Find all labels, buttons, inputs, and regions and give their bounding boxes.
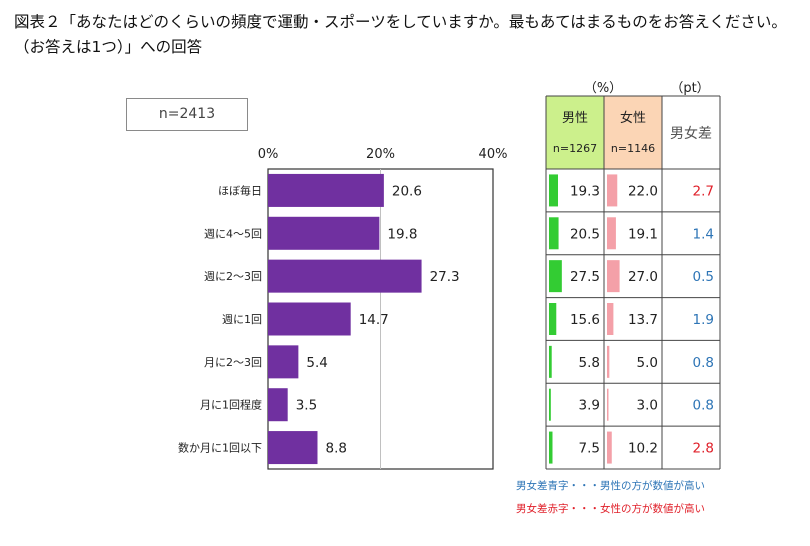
female-mini-bar — [607, 174, 618, 207]
diff-value: 1.4 — [693, 226, 714, 242]
diff-value: 0.8 — [693, 355, 714, 371]
note-blue: 男女差青字・・・男性の方が数値が高い — [516, 479, 705, 492]
note-red: 男女差赤字・・・女性の方が数値が高い — [516, 502, 705, 515]
category-label: 月に1回程度 — [200, 398, 262, 412]
male-mini-bar — [549, 260, 562, 293]
male-mini-bar — [549, 217, 559, 250]
x-tick-label: 40% — [479, 147, 508, 162]
male-value: 19.3 — [570, 183, 600, 199]
bar-value-label: 3.5 — [296, 398, 317, 414]
female-mini-bar — [607, 217, 616, 250]
male-mini-bar — [549, 174, 559, 207]
bar — [268, 259, 422, 293]
female-n: n=1146 — [611, 142, 655, 155]
female-mini-bar — [607, 260, 620, 293]
category-label: ほぼ毎日 — [218, 184, 262, 197]
male-mini-bar — [549, 388, 551, 421]
category-label: 週に4～5回 — [204, 227, 262, 240]
bar — [268, 388, 288, 422]
bar-value-label: 14.7 — [359, 312, 389, 328]
female-value: 22.0 — [628, 183, 658, 199]
female-mini-bar — [607, 345, 610, 378]
male-header-cell — [546, 96, 604, 169]
male-mini-bar — [549, 431, 553, 464]
male-mini-bar — [549, 303, 557, 335]
bar — [268, 345, 299, 379]
bar — [268, 302, 351, 336]
male-mini-bar — [549, 345, 552, 378]
unit-pct: （%） — [584, 81, 622, 96]
category-label: 月に2～3回 — [204, 356, 262, 369]
male-value: 7.5 — [579, 441, 600, 457]
category-label: 週に1回 — [222, 313, 262, 326]
diff-value: 1.9 — [693, 312, 714, 328]
female-value: 10.2 — [628, 441, 658, 457]
bar — [268, 431, 318, 465]
bar-value-label: 19.8 — [387, 226, 417, 242]
female-mini-bar — [607, 303, 614, 335]
female-value: 13.7 — [628, 312, 658, 328]
bar — [268, 173, 384, 207]
x-tick-label: 0% — [258, 147, 279, 162]
male-value: 5.8 — [579, 355, 600, 371]
male-value: 15.6 — [570, 312, 600, 328]
category-label: 週に2～3回 — [204, 270, 262, 283]
sample-size-box: n=2413 — [126, 98, 248, 131]
category-label: 数か月に1回以下 — [178, 442, 262, 455]
female-value: 5.0 — [637, 355, 658, 371]
male-value: 3.9 — [579, 398, 600, 414]
bar-value-label: 8.8 — [326, 441, 347, 457]
male-header: 男性 — [562, 111, 588, 126]
female-value: 27.0 — [628, 269, 658, 285]
female-value: 19.1 — [628, 226, 658, 242]
male-n: n=1267 — [553, 142, 597, 155]
bar-value-label: 20.6 — [392, 183, 422, 199]
unit-pt: （pt） — [670, 81, 709, 96]
female-mini-bar — [607, 388, 609, 421]
diff-header: 男女差 — [670, 125, 712, 142]
diff-value: 2.8 — [693, 441, 714, 457]
diff-value: 2.7 — [693, 183, 714, 199]
female-mini-bar — [607, 431, 612, 464]
bar — [268, 216, 380, 250]
diff-value: 0.8 — [693, 398, 714, 414]
diff-value: 0.5 — [693, 269, 714, 285]
bar-value-label: 27.3 — [430, 269, 460, 285]
x-tick-label: 20% — [366, 147, 395, 162]
female-header: 女性 — [620, 110, 646, 126]
chart-title: 図表２「あなたはどのくらいの頻度で運動・スポーツをしていますか。最もあてはまるも… — [14, 13, 787, 56]
male-value: 27.5 — [570, 269, 600, 285]
female-value: 3.0 — [637, 398, 658, 414]
bar-value-label: 5.4 — [306, 355, 327, 371]
female-header-cell — [604, 96, 662, 169]
male-value: 20.5 — [570, 226, 600, 242]
